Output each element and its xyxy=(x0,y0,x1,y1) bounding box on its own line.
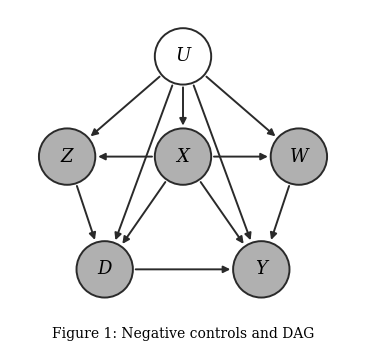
Circle shape xyxy=(76,241,133,298)
Text: X: X xyxy=(176,148,190,166)
Circle shape xyxy=(271,128,327,185)
Text: Y: Y xyxy=(255,260,267,278)
Text: Figure 1: Negative controls and DAG: Figure 1: Negative controls and DAG xyxy=(52,327,314,341)
Text: Z: Z xyxy=(61,148,73,166)
Circle shape xyxy=(233,241,290,298)
Circle shape xyxy=(39,128,95,185)
Circle shape xyxy=(155,128,211,185)
Text: U: U xyxy=(175,47,191,65)
Circle shape xyxy=(155,28,211,85)
Text: D: D xyxy=(97,260,112,278)
Text: W: W xyxy=(290,148,308,166)
